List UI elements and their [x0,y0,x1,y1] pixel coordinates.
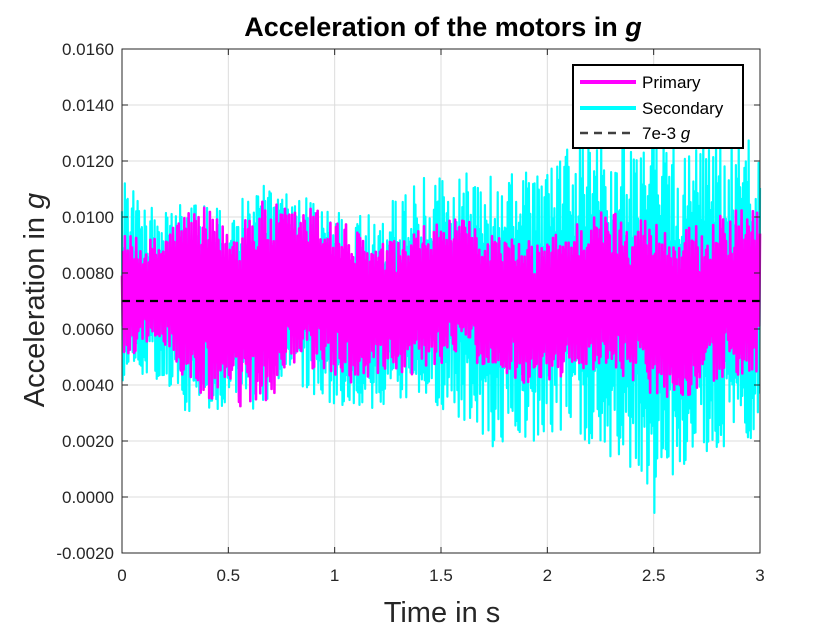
x-tick-label: 2.5 [642,566,666,585]
y-tick-label: 0.0060 [62,320,114,339]
x-axis-label: Time in s [384,597,501,629]
y-tick-label: 0.0000 [62,488,114,507]
y-tick-label: 0.0120 [62,152,114,171]
y-tick-label: 0.0080 [62,264,114,283]
x-tick-label: 0 [117,566,126,585]
x-tick-labels: 0 0.5 1 1.5 2 2.5 3 [117,566,764,585]
legend-label-secondary: Secondary [642,99,724,118]
axis-ticks [121,48,761,554]
x-tick-label: 2 [543,566,552,585]
chart-title: Acceleration of the motors in g [244,12,642,42]
y-tick-label: -0.0020 [56,544,114,563]
legend-label-reference: 7e-3 g [642,124,691,143]
legend-label-primary: Primary [642,73,701,92]
y-tick-label: 0.0140 [62,96,114,115]
y-tick-label: 0.0040 [62,376,114,395]
x-tick-label: 3 [755,566,764,585]
legend: Primary Secondary 7e-3 g [572,64,744,149]
x-tick-label: 1.5 [429,566,453,585]
x-tick-label: 1 [330,566,339,585]
y-axis-label: Acceleration in g [19,193,51,407]
x-tick-label: 0.5 [217,566,241,585]
series-line-primary [120,200,762,408]
y-tick-label: 0.0160 [62,40,114,59]
y-tick-label: 0.0020 [62,432,114,451]
y-tick-labels: -0.0020 0.0000 0.0020 0.0040 0.0060 0.0080 0.0… [56,40,114,563]
y-tick-label: 0.0100 [62,208,114,227]
